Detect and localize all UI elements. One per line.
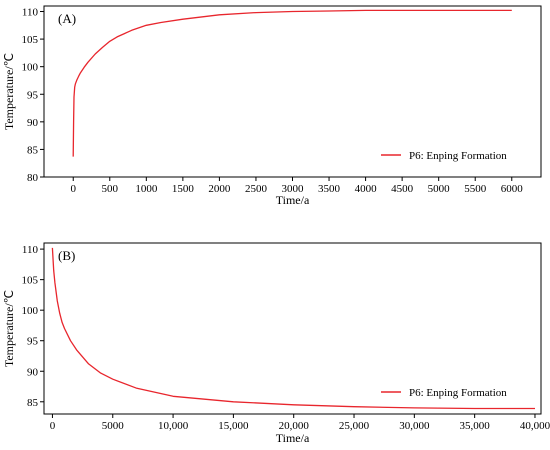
x-tick-label: 5500 bbox=[464, 183, 487, 195]
x-tick-label: 3500 bbox=[318, 183, 341, 195]
x-tick-label: 35,000 bbox=[460, 420, 491, 432]
x-tick-label: 4000 bbox=[355, 183, 378, 195]
y-tick-label: 110 bbox=[22, 244, 39, 256]
legend-label: P6: Enping Formation bbox=[409, 150, 507, 162]
plot-frame bbox=[43, 242, 542, 415]
x-tick-label: 6000 bbox=[501, 183, 524, 195]
y-axis-title: Temperature/℃ bbox=[2, 290, 16, 367]
y-tick-label: 95 bbox=[27, 336, 39, 348]
x-tick-label: 20,000 bbox=[279, 420, 310, 432]
y-tick-label: 105 bbox=[22, 275, 39, 287]
x-tick-label: 5000 bbox=[102, 420, 125, 432]
y-tick-label: 100 bbox=[22, 305, 39, 317]
chart-panel-a: 0 500 1000 1500 2000 2500 3000 3500 4000 4500 5000… bbox=[2, 5, 542, 207]
x-tick-label: 15,000 bbox=[218, 420, 249, 432]
x-tick-label: 0 bbox=[50, 420, 56, 432]
y-axis-title: Temperature/℃ bbox=[2, 53, 16, 130]
x-tick-label: 40,000 bbox=[520, 420, 550, 432]
x-tick-label: 1500 bbox=[172, 183, 195, 195]
x-tick-label: 30,000 bbox=[399, 420, 430, 432]
x-tick-label: 2000 bbox=[208, 183, 231, 195]
y-tick-label: 90 bbox=[27, 117, 39, 129]
y-tick-label: 105 bbox=[22, 34, 39, 46]
y-tick-label: 95 bbox=[27, 89, 39, 101]
x-tick-label: 25,000 bbox=[339, 420, 370, 432]
y-tick-label: 85 bbox=[27, 144, 39, 156]
x-tick-label: 0 bbox=[70, 183, 76, 195]
series-line bbox=[51, 247, 535, 410]
x-tick-label: 5000 bbox=[428, 183, 451, 195]
x-tick-label: 10,000 bbox=[158, 420, 189, 432]
x-tick-label: 500 bbox=[102, 183, 119, 195]
legend-label: P6: Enping Formation bbox=[409, 387, 507, 399]
x-axis-title: Time/a bbox=[276, 431, 310, 445]
series-line bbox=[72, 9, 512, 157]
y-tick-label: 110 bbox=[22, 7, 39, 19]
y-tick-label: 90 bbox=[27, 366, 39, 378]
y-tick-label: 80 bbox=[27, 172, 39, 184]
x-tick-label: 4500 bbox=[391, 183, 414, 195]
x-tick-label: 1000 bbox=[135, 183, 158, 195]
panel-label: (B) bbox=[58, 248, 75, 263]
x-tick-label: 3000 bbox=[282, 183, 305, 195]
x-tick-label: 2500 bbox=[245, 183, 268, 195]
y-tick-label: 100 bbox=[22, 62, 39, 74]
y-tick-label: 85 bbox=[27, 397, 39, 409]
chart-panel-b: 0 5000 10,000 15,000 20,000 25,000 30,000 35,00… bbox=[2, 242, 550, 445]
x-axis-title: Time/a bbox=[276, 193, 310, 207]
panel-label: (A) bbox=[58, 11, 76, 26]
